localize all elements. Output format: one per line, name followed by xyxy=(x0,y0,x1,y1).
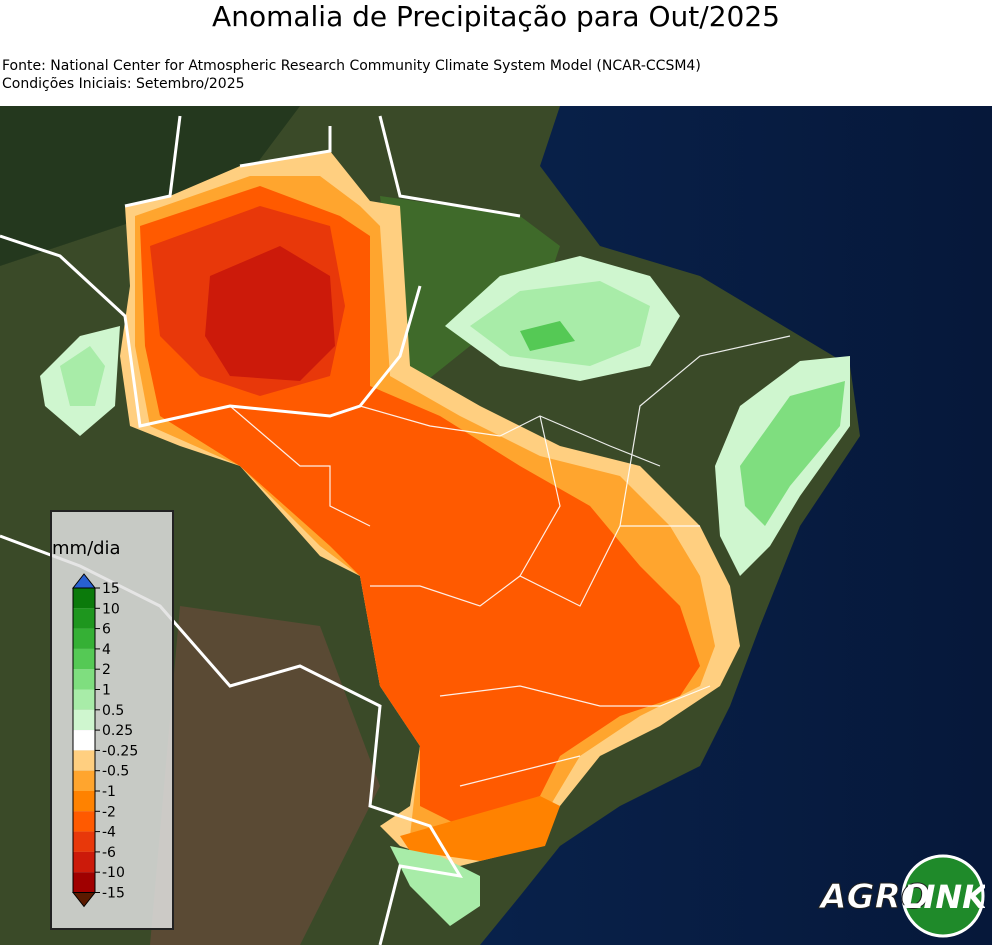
colorbar-arrow-bottom xyxy=(71,892,97,908)
initial-conditions: Condições Iniciais: Setembro/2025 xyxy=(2,76,245,92)
colorbar-label: 15 xyxy=(102,581,120,597)
colorbar-bin xyxy=(73,831,95,852)
logo: AGRO LINK xyxy=(817,854,985,938)
forest xyxy=(0,106,300,266)
colorbar-label: -0.5 xyxy=(102,764,129,780)
colorbar-outline xyxy=(72,587,96,893)
anomaly-deep-red xyxy=(205,246,335,381)
anomaly-east xyxy=(740,381,845,526)
map xyxy=(0,106,992,945)
logo-right: LINK xyxy=(903,878,985,916)
colorbar-label: -2 xyxy=(102,804,116,820)
colorbar-bin xyxy=(73,588,95,609)
dry-land xyxy=(150,606,380,945)
colorbar: 15 10 6 4 2 1 0.5 0.25 -0.25 -0.5 -1 -2 -4 -6 -10 -15 xyxy=(71,573,138,908)
colorbar-label: 2 xyxy=(102,662,111,678)
colorbar-label: -6 xyxy=(102,845,116,861)
colorbar-label: 0.25 xyxy=(102,723,133,739)
colorbar-bin xyxy=(73,811,95,832)
anomaly-west xyxy=(60,346,105,406)
colorbar-label: -10 xyxy=(102,865,125,881)
colorbar-label: 4 xyxy=(102,642,111,658)
colorbar-bin xyxy=(73,689,95,710)
state-borders xyxy=(229,335,791,787)
colorbar-label: -15 xyxy=(102,886,125,902)
amapa-forest xyxy=(380,196,560,386)
colorbar-bin xyxy=(73,628,95,649)
logo-circle xyxy=(901,854,985,938)
colorbar-bin xyxy=(73,709,95,731)
colorbar-bin xyxy=(73,770,95,791)
colorbar-bin xyxy=(73,791,95,812)
anomaly-south-green xyxy=(390,846,480,926)
colorbar-label: -1 xyxy=(102,784,116,800)
legend-box xyxy=(50,510,174,930)
colorbar-bin xyxy=(73,669,95,690)
colorbar-bin xyxy=(73,851,95,873)
colorbar-label: 6 xyxy=(102,622,111,638)
colorbar-arrow-top xyxy=(71,573,97,589)
colorbar-bin xyxy=(73,730,95,751)
colorbar-bin xyxy=(73,750,95,771)
colorbar-label: 0.5 xyxy=(102,703,124,719)
colorbar-label: -0.25 xyxy=(102,743,138,759)
legend-unit: mm/dia xyxy=(52,538,121,559)
source: Fonte: National Center for Atmospheric R… xyxy=(2,58,701,74)
colorbar-bin xyxy=(73,648,95,670)
colorbar-label: 1 xyxy=(102,683,111,699)
title: Anomalia de Precipitação para Out/2025 xyxy=(212,0,780,33)
colorbar-bin xyxy=(73,872,95,893)
colorbar-label: -4 xyxy=(102,825,116,841)
colorbar-bin xyxy=(73,608,95,629)
anomaly-north-core xyxy=(520,321,575,351)
logo-left: AGRO xyxy=(817,877,929,917)
colorbar-label: 10 xyxy=(102,601,120,617)
